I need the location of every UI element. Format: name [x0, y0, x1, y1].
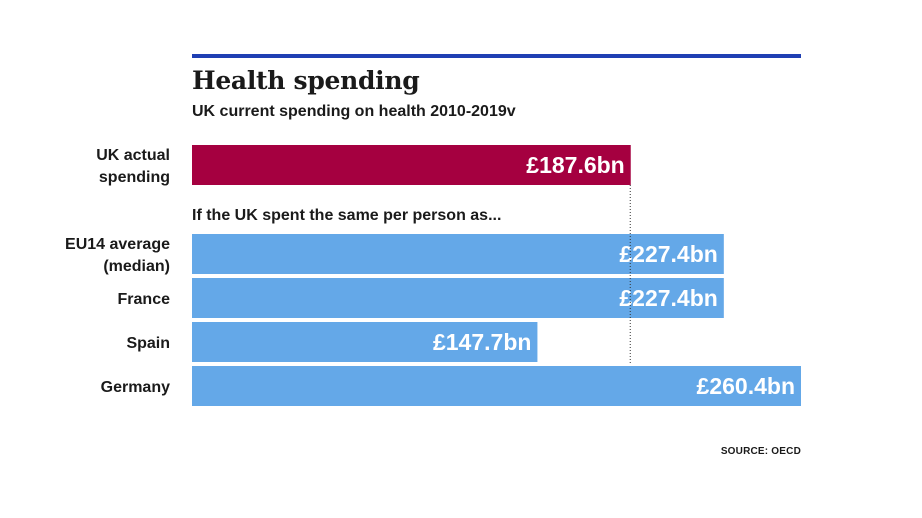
bar-4: [192, 366, 801, 406]
title-rule: [192, 54, 801, 58]
chart-subtitle: UK current spending on health 2010-2019v: [192, 103, 516, 120]
bar-value-label-0: £187.6bn: [526, 152, 624, 178]
bar-value-label-2: £227.4bn: [619, 285, 717, 311]
bar-0: [192, 145, 631, 185]
bar-1: [192, 234, 724, 274]
category-label-0-1: spending: [99, 169, 170, 186]
category-label-3-0: Spain: [126, 335, 170, 352]
category-label-1-1: (median): [103, 258, 170, 275]
comparison-note: If the UK spent the same per person as..…: [192, 207, 502, 224]
bar-2: [192, 278, 724, 318]
bar-value-label-1: £227.4bn: [619, 241, 717, 267]
chart-title: Health spending: [192, 66, 420, 95]
category-label-2-0: France: [118, 291, 171, 308]
bar-3: [192, 322, 538, 362]
source-note: SOURCE: OECD: [720, 446, 801, 457]
category-label-4-0: Germany: [101, 379, 170, 396]
category-label-0-0: UK actual: [96, 147, 170, 164]
bar-value-label-4: £260.4bn: [697, 373, 795, 399]
bar-value-label-3: £147.7bn: [433, 329, 531, 355]
category-label-1-0: EU14 average: [65, 236, 170, 253]
